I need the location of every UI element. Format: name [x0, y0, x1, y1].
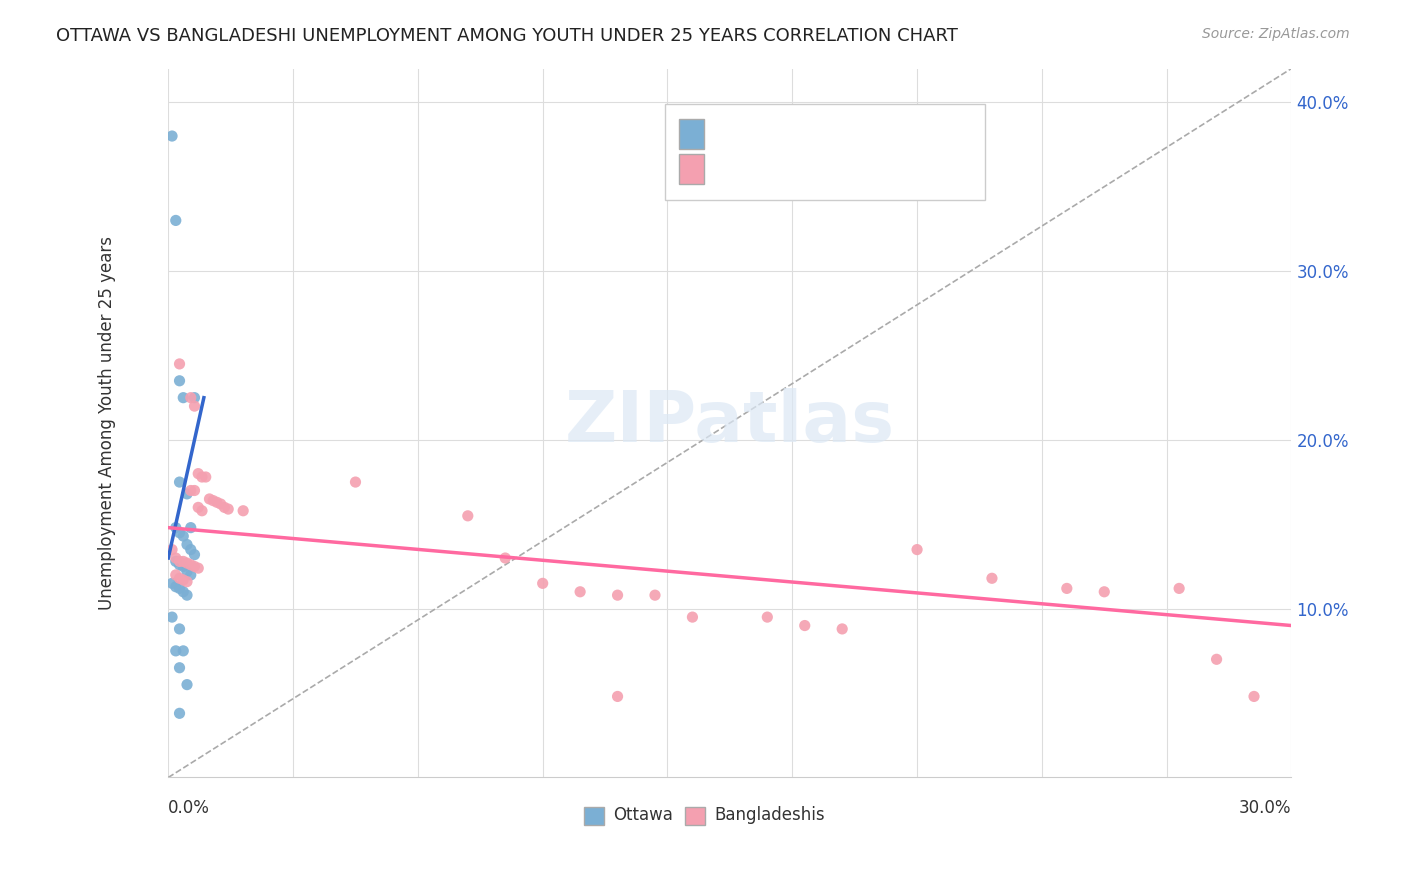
Point [198, 491, 221, 506]
Text: R = -0.215   N =  49: R = -0.215 N = 49 [716, 157, 915, 175]
Point [981, 571, 1004, 585]
Text: Bangladeshis: Bangladeshis [714, 806, 825, 824]
Point [180, 483, 202, 498]
Point [1243, 690, 1265, 704]
Point [172, 559, 194, 574]
Point [644, 588, 666, 602]
Point [606, 588, 628, 602]
FancyBboxPatch shape [679, 119, 704, 149]
Point [169, 374, 191, 388]
Point [1205, 652, 1227, 666]
Point [183, 548, 205, 562]
Point [183, 399, 205, 413]
Point [180, 391, 202, 405]
Point [531, 576, 554, 591]
FancyBboxPatch shape [685, 806, 706, 825]
Point [202, 493, 225, 508]
Point [187, 561, 209, 575]
Point [160, 129, 183, 144]
Point [169, 554, 191, 568]
Point [160, 576, 183, 591]
FancyBboxPatch shape [583, 806, 605, 825]
Point [217, 502, 239, 516]
Point [176, 537, 198, 551]
Point [172, 584, 194, 599]
Point [344, 475, 367, 489]
Point [569, 584, 592, 599]
Point [169, 622, 191, 636]
Point [169, 525, 191, 540]
Point [165, 580, 187, 594]
Point [172, 644, 194, 658]
Point [191, 470, 214, 484]
Point [606, 690, 628, 704]
Point [756, 610, 779, 624]
Point [165, 551, 187, 566]
Point [176, 565, 198, 579]
Point [209, 497, 232, 511]
Point [176, 588, 198, 602]
Text: ZIPatlas: ZIPatlas [565, 389, 896, 458]
Point [169, 558, 191, 572]
Point [191, 504, 214, 518]
Point [180, 521, 202, 535]
Point [165, 644, 187, 658]
Point [169, 661, 191, 675]
Point [494, 551, 516, 566]
Point [183, 391, 205, 405]
Point [905, 542, 928, 557]
Point [187, 467, 209, 481]
Point [160, 542, 183, 557]
Point [165, 521, 187, 535]
Point [169, 357, 191, 371]
Text: 30.0%: 30.0% [1239, 798, 1292, 817]
Point [793, 618, 815, 632]
FancyBboxPatch shape [679, 154, 704, 184]
Point [232, 504, 254, 518]
Point [176, 574, 198, 589]
Point [214, 500, 236, 515]
Point [169, 582, 191, 596]
Point [457, 508, 479, 523]
Point [176, 487, 198, 501]
Point [160, 610, 183, 624]
Point [180, 558, 202, 572]
Text: Ottawa: Ottawa [613, 806, 673, 824]
Point [180, 568, 202, 582]
Point [172, 573, 194, 587]
Text: Unemployment Among Youth under 25 years: Unemployment Among Youth under 25 years [97, 236, 115, 610]
Point [1168, 582, 1191, 596]
Text: OTTAWA VS BANGLADESHI UNEMPLOYMENT AMONG YOUTH UNDER 25 YEARS CORRELATION CHART: OTTAWA VS BANGLADESHI UNEMPLOYMENT AMONG… [56, 27, 957, 45]
Point [194, 470, 217, 484]
Point [1056, 582, 1078, 596]
Point [165, 568, 187, 582]
Point [176, 556, 198, 570]
Text: R =  0.276   N =  31: R = 0.276 N = 31 [716, 121, 915, 139]
Point [165, 554, 187, 568]
Text: 0.0%: 0.0% [169, 798, 209, 817]
Point [169, 571, 191, 585]
Point [183, 559, 205, 574]
Point [169, 706, 191, 721]
Point [165, 213, 187, 227]
FancyBboxPatch shape [665, 104, 984, 200]
Point [172, 391, 194, 405]
Point [176, 678, 198, 692]
Point [180, 542, 202, 557]
Point [1092, 584, 1115, 599]
Point [205, 495, 228, 509]
Text: Source: ZipAtlas.com: Source: ZipAtlas.com [1202, 27, 1350, 41]
Point [169, 475, 191, 489]
Point [831, 622, 853, 636]
Point [681, 610, 703, 624]
Point [172, 554, 194, 568]
Point [187, 500, 209, 515]
Point [183, 483, 205, 498]
Point [172, 529, 194, 543]
